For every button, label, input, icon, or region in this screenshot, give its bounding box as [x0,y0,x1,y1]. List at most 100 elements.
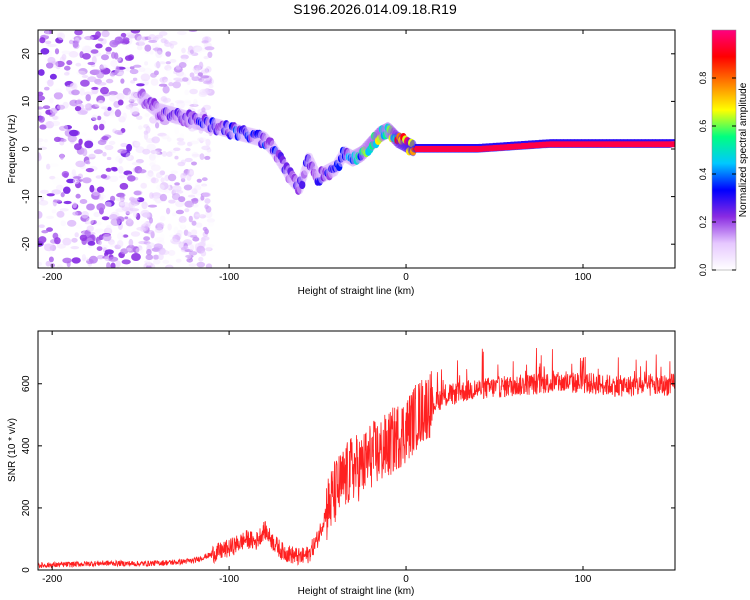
spectrogram-noise-cell [83,91,93,96]
spectrogram-noise-cell [75,160,86,168]
spectrogram-noise-cell [174,182,181,186]
spectrogram-band-edge [439,144,444,146]
spectrogram-noise-cell [166,207,171,215]
y-tick-label: 20 [21,48,32,60]
spectrogram-noise-cell [116,93,125,101]
spectrogram-noise-cell [79,87,85,96]
spectrogram-noise-cell [69,83,76,89]
spectrogram-band-edge [506,142,511,144]
spectrogram-noise-cell [104,144,114,151]
spectrogram-band-cell [517,143,522,150]
spectrogram-noise-cell [201,107,206,113]
spectrogram-noise-cell [75,193,81,199]
spectrogram-band-cell [499,144,504,151]
spectrogram-noise-cell [185,147,191,152]
spectrogram-band-cell [521,143,526,149]
spectrogram-band-edge [659,139,664,142]
spectrogram-noise-cell [176,100,186,109]
spectrogram-noise-cell [191,153,202,157]
spectrogram-noise-cell [95,43,103,49]
spectrogram-noise-cell [187,194,196,198]
spectrogram-noise-cell [135,247,144,254]
spectrogram-noise-cell [204,46,215,51]
spectrogram-noise-cell [96,203,106,211]
spectrogram-noise-cell [38,106,44,110]
spectrogram-band-cell [524,142,529,149]
spectrogram-band-cell [620,141,625,148]
spectrogram-band-cell [422,146,426,152]
spectrogram-noise-cell [85,94,91,102]
spectrogram-band-cell [552,141,557,148]
spectrogram-noise-cell [122,112,127,121]
spectrogram-noise-cell [191,76,200,81]
spectrogram-noise-cell [61,171,70,178]
spectrogram-noise-cell [188,215,193,223]
spectrogram-noise-cell [177,229,183,236]
spectrogram-noise-cell [56,184,64,191]
spectrogram-noise-cell [97,240,102,246]
spectrogram-noise-cell [167,184,173,191]
colorbar-tick-label: 0.0 [698,264,708,277]
spectrogram-noise-cell [140,182,147,189]
spectrogram-noise-cell [102,233,112,242]
spectrogram-noise-cell [199,135,207,141]
spectrogram-noise-cell [200,70,207,74]
spectrogram-noise-cell [53,199,62,203]
spectrogram-band-edge [471,144,476,146]
spectrogram-noise-cell [101,244,109,249]
spectrogram-noise-cell [191,203,199,208]
y-tick-label: 200 [21,499,32,516]
spectrogram-noise-cell [189,103,199,107]
spectrogram-band-edge [560,139,564,142]
spectrogram-noise-cell [176,137,184,142]
spectrogram-noise-cell [152,254,160,260]
spectrogram-noise-cell [146,242,155,248]
spectrogram-noise-cell [70,246,80,250]
chart-title: S196.2026.014.09.18.R19 [293,1,457,17]
spectrogram-noise-cell [81,45,92,53]
spectrogram-noise-cell [147,204,158,208]
spectrogram-noise-cell [153,243,163,250]
spectrogram-noise-cell [195,222,203,228]
spectrogram-noise-cell [138,67,146,73]
spectrogram-noise-cell [115,155,125,163]
spectrogram-noise-cell [66,60,73,66]
spectrogram-noise-cell [159,215,166,222]
spectrogram-noise-cell [131,253,141,261]
spectrogram-band-cell [623,141,628,148]
spectrogram-noise-cell [118,200,126,208]
spectrogram-noise-cell [89,184,95,193]
spectrogram-noise-cell [49,73,57,80]
spectrogram-noise-cell [205,66,212,73]
spectrogram-noise-cell [191,188,198,195]
spectrogram-noise-cell [68,129,79,137]
spectrogram-noise-cell [122,37,130,42]
spectrogram-noise-cell [149,162,156,167]
spectrogram-noise-cell [162,97,171,103]
spectrogram-ridge-cell [299,180,306,190]
spectrogram-noise-cell [46,163,51,170]
spectrogram-noise-cell [158,31,168,36]
spectrogram-band-edge [662,139,667,142]
spectrogram-noise-cell [201,40,209,44]
spectrogram-noise-cell [189,228,199,236]
spectrogram-band-cell [652,141,656,148]
spectrogram-noise-cell [198,61,204,70]
spectrogram-noise-cell [194,185,202,191]
spectrogram-noise-cell [136,83,145,87]
spectrogram-band-cell [560,141,564,148]
y-tick-label: 0 [21,567,32,573]
spectrogram-band-cell [489,145,494,152]
spectrogram-noise-cell [175,209,184,215]
spectrogram-noise-cell [159,182,169,190]
spectrogram-noise-cell [39,37,46,44]
colorbar-tick-label: 0.6 [698,120,708,133]
spectrogram-band-edge [517,141,522,144]
spectrogram-noise-cell [129,208,140,212]
spectrogram-band-cell [460,146,465,152]
snr-y-ticks: 0 200 400 600 [21,375,675,573]
x-tick-label: -200 [42,574,62,585]
spectrogram-band-cell [485,145,490,152]
spectrogram-noise-cell [136,45,143,51]
spectrogram-noise-cell [166,265,172,268]
